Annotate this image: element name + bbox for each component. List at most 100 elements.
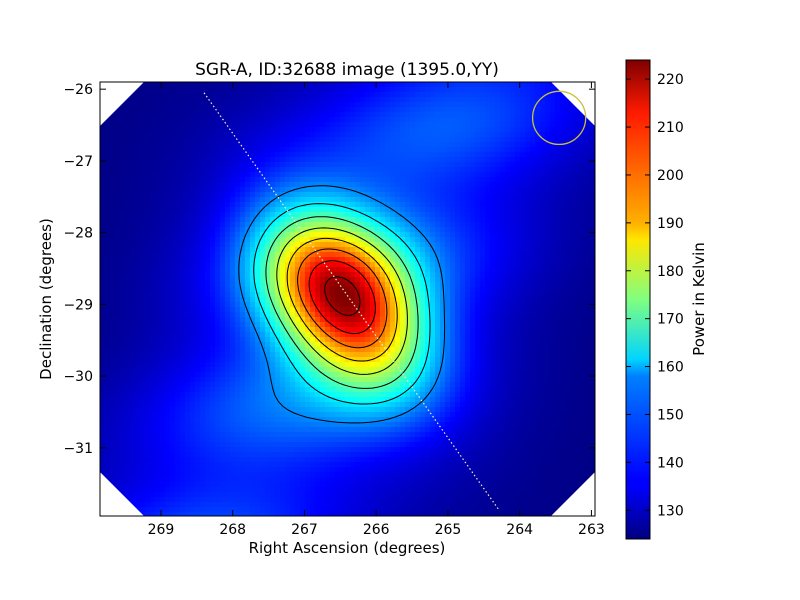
heatmap-cell <box>425 227 431 233</box>
heatmap-cell <box>225 182 231 188</box>
heatmap-cell <box>185 137 191 143</box>
heatmap-cell <box>155 327 161 333</box>
heatmap-cell <box>235 207 241 213</box>
heatmap-cell <box>420 132 426 138</box>
heatmap-cell <box>580 227 586 233</box>
heatmap-cell <box>125 192 131 198</box>
heatmap-cell <box>210 332 216 338</box>
heatmap-cell <box>525 267 531 273</box>
heatmap-cell <box>225 192 231 198</box>
heatmap-cell <box>265 327 271 333</box>
heatmap-cell <box>440 127 446 133</box>
heatmap-cell <box>525 147 531 153</box>
heatmap-cell <box>365 162 371 168</box>
heatmap-cell <box>195 312 201 318</box>
heatmap-cell <box>495 182 501 188</box>
heatmap-cell <box>515 157 521 163</box>
heatmap-cell <box>375 197 381 203</box>
heatmap-cell <box>120 212 126 218</box>
heatmap-cell <box>410 247 416 253</box>
heatmap-cell <box>285 187 291 193</box>
heatmap-cell <box>520 317 526 323</box>
heatmap-cell <box>455 292 461 298</box>
heatmap-cell <box>120 332 126 338</box>
heatmap-cell <box>365 157 371 163</box>
heatmap-cell <box>135 222 141 228</box>
heatmap-cell <box>110 197 116 203</box>
heatmap-cell <box>505 107 511 113</box>
heatmap-cell <box>375 117 381 123</box>
heatmap-cell <box>425 207 431 213</box>
heatmap-cell <box>415 107 421 113</box>
heatmap-cell <box>435 227 441 233</box>
heatmap-cell <box>375 257 381 263</box>
heatmap-cell <box>160 252 166 258</box>
heatmap-cell <box>400 292 406 298</box>
heatmap-cell <box>190 297 196 303</box>
heatmap-cell <box>590 182 595 188</box>
heatmap-cell <box>275 292 281 298</box>
heatmap-cell <box>155 242 161 248</box>
heatmap-cell <box>510 237 516 243</box>
heatmap-cell <box>555 327 561 333</box>
heatmap-cell <box>255 307 261 313</box>
heatmap-cell <box>330 262 336 268</box>
heatmap-cell <box>195 242 201 248</box>
heatmap-cell <box>530 82 536 88</box>
heatmap-cell <box>380 147 386 153</box>
heatmap-cell <box>350 297 356 303</box>
heatmap-cell <box>185 262 191 268</box>
heatmap-cell <box>405 237 411 243</box>
heatmap-cell <box>345 232 351 238</box>
heatmap-cell <box>560 247 566 253</box>
heatmap-cell <box>400 247 406 253</box>
heatmap-cell <box>195 317 201 323</box>
heatmap-cell <box>420 307 426 313</box>
heatmap-cell <box>240 217 246 223</box>
heatmap-cell <box>305 292 311 298</box>
heatmap-cell <box>570 142 576 148</box>
heatmap-cell <box>430 147 436 153</box>
heatmap-cell <box>185 117 191 123</box>
heatmap-cell <box>395 207 401 213</box>
heatmap-cell <box>130 302 136 308</box>
heatmap-cell <box>450 182 456 188</box>
heatmap-cell <box>165 287 171 293</box>
heatmap-cell <box>445 327 451 333</box>
heatmap-cell <box>270 272 276 278</box>
heatmap-cell <box>440 197 446 203</box>
heatmap-cell <box>455 97 461 103</box>
heatmap-cell <box>215 262 221 268</box>
heatmap-cell <box>520 297 526 303</box>
heatmap-cell <box>270 202 276 208</box>
heatmap-cell <box>105 262 111 268</box>
heatmap-cell <box>385 222 391 228</box>
heatmap-cell <box>125 232 131 238</box>
heatmap-cell <box>585 157 591 163</box>
heatmap-cell <box>150 197 156 203</box>
heatmap-cell <box>380 232 386 238</box>
heatmap-cell <box>130 257 136 263</box>
heatmap-cell <box>345 277 351 283</box>
heatmap-cell <box>105 272 111 278</box>
heatmap-cell <box>285 112 291 118</box>
heatmap-cell <box>425 92 431 98</box>
heatmap-cell <box>435 112 441 118</box>
heatmap-cell <box>570 217 576 223</box>
heatmap-cell <box>110 267 116 273</box>
heatmap-cell <box>225 227 231 233</box>
heatmap-cell <box>100 152 106 158</box>
heatmap-cell <box>435 267 441 273</box>
heatmap-cell <box>430 327 436 333</box>
heatmap-cell <box>160 137 166 143</box>
heatmap-cell <box>480 97 486 103</box>
heatmap-cell <box>100 312 106 318</box>
heatmap-cell <box>545 137 551 143</box>
heatmap-cell <box>385 287 391 293</box>
heatmap-cell <box>355 147 361 153</box>
heatmap-cell <box>495 247 501 253</box>
heatmap-cell <box>280 127 286 133</box>
heatmap-cell <box>320 207 326 213</box>
heatmap-cell <box>190 247 196 253</box>
heatmap-cell <box>175 192 181 198</box>
